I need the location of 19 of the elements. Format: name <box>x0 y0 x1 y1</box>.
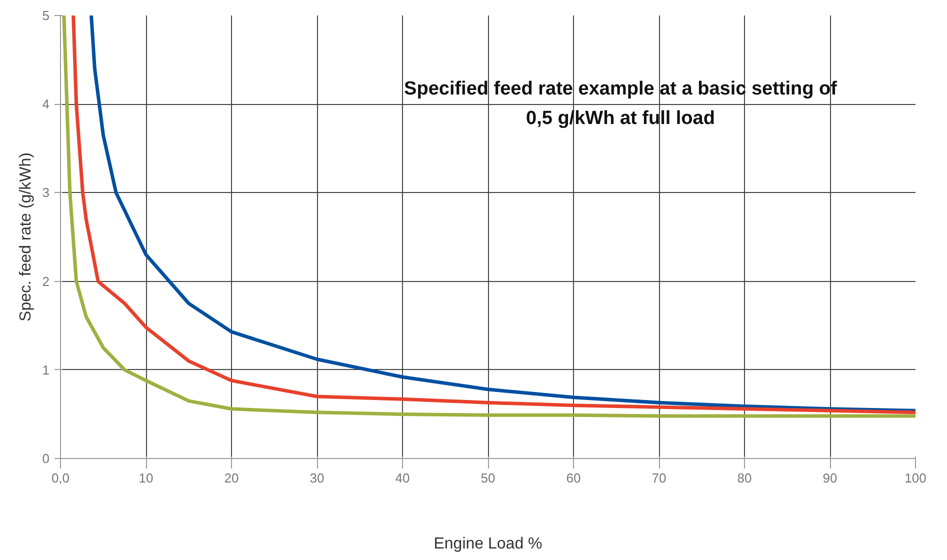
y-tick-label: 3 <box>42 185 50 200</box>
x-axis-title: Engine Load % <box>434 536 542 552</box>
x-tick-label: 90 <box>822 470 838 486</box>
x-tick-label: 50 <box>480 470 496 486</box>
x-tick-label: 60 <box>566 470 581 486</box>
y-tick-label: 0 <box>42 451 50 466</box>
y-axis-title: Spec. feed rate (g/kWh) <box>17 152 34 322</box>
y-tick-label: 4 <box>42 96 50 112</box>
y-tick-label: 2 <box>42 274 50 289</box>
x-tick-label: 80 <box>737 470 752 486</box>
x-tick-label: 100 <box>904 470 926 486</box>
x-tick-label: 20 <box>224 470 239 486</box>
x-tick-label: 0,0 <box>51 470 70 486</box>
y-tick-label: 1 <box>42 362 50 378</box>
x-tick-label: 10 <box>138 470 154 486</box>
x-tick-label: 70 <box>652 470 666 486</box>
y-tick-label: 5 <box>42 8 50 23</box>
x-tick-label: 30 <box>310 470 324 486</box>
x-tick-label: 40 <box>395 470 410 486</box>
